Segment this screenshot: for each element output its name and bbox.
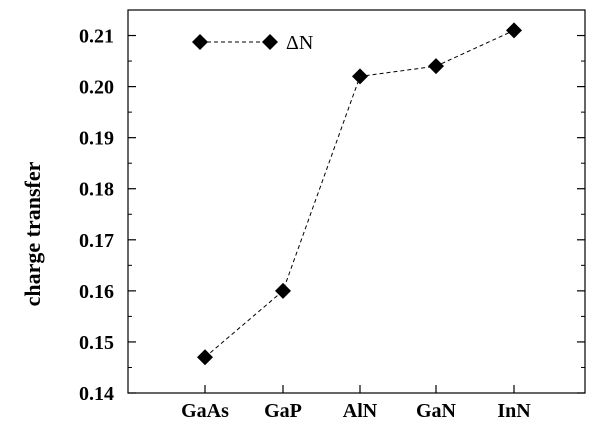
y-tick-label: 0.15 bbox=[79, 332, 114, 354]
x-tick-label: GaP bbox=[264, 400, 302, 422]
plot-frame bbox=[127, 9, 586, 394]
legend: ΔN bbox=[192, 32, 313, 54]
x-tick-label: GaN bbox=[416, 400, 457, 422]
x-tick-label: InN bbox=[497, 400, 531, 422]
legend-marker bbox=[262, 34, 278, 50]
data-point-marker bbox=[352, 68, 368, 85]
y-tick-label: 0.19 bbox=[79, 128, 114, 150]
data-point-marker bbox=[275, 282, 291, 299]
y-tick-label: 0.20 bbox=[79, 77, 114, 99]
y-tick-label: 0.16 bbox=[79, 281, 114, 303]
data-point-marker bbox=[428, 58, 444, 75]
legend-marker bbox=[192, 34, 208, 50]
data-point-marker bbox=[506, 22, 522, 39]
y-axis-label: charge transfer bbox=[20, 161, 45, 306]
x-axis: GaAs GaP AlN GaN InN bbox=[181, 385, 531, 422]
y-axis: 0.14 0.15 0.16 0.17 0.18 0.19 0.20 0.21 bbox=[79, 9, 585, 405]
x-tick-label: GaAs bbox=[181, 400, 229, 422]
data-point-marker bbox=[197, 349, 213, 366]
y-tick-label: 0.21 bbox=[79, 26, 114, 48]
y-tick-label: 0.17 bbox=[79, 230, 114, 252]
x-tick-label: AlN bbox=[343, 400, 378, 422]
legend-label: ΔN bbox=[286, 32, 313, 54]
series-layer bbox=[197, 22, 522, 366]
y-tick-label: 0.14 bbox=[79, 383, 114, 405]
plot-border bbox=[127, 9, 586, 394]
y-tick-label: 0.18 bbox=[79, 179, 114, 201]
